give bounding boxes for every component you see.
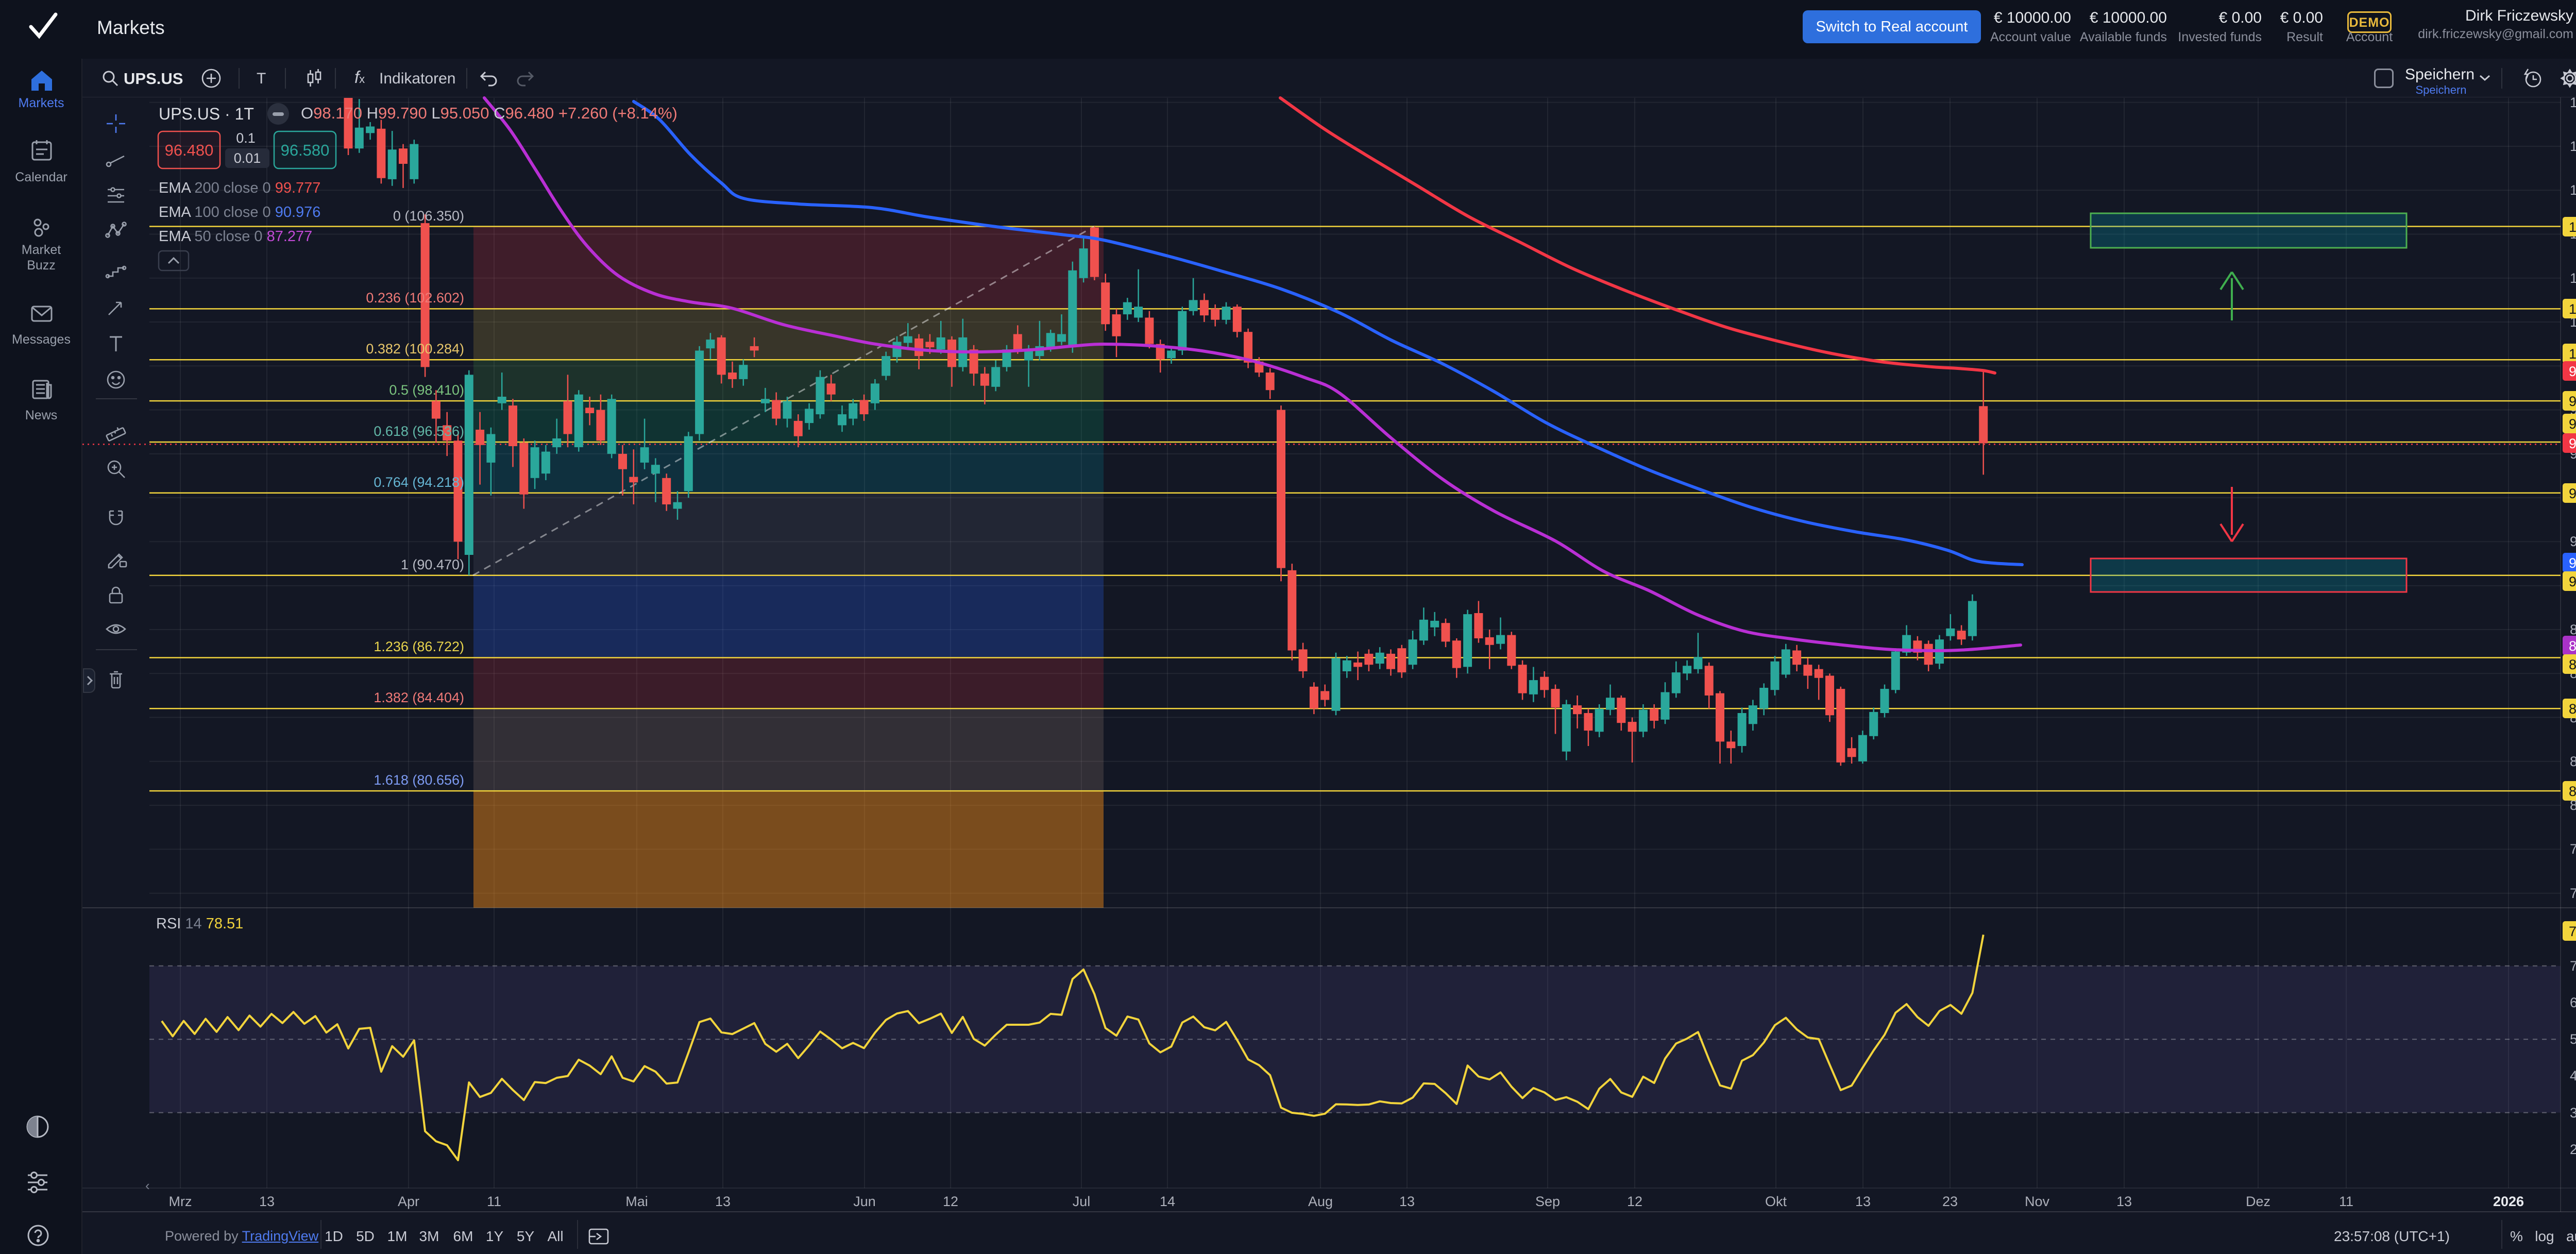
svg-text:EMA 100 close 0 90.976: EMA 100 close 0 90.976 [159, 204, 320, 221]
svg-text:76.000: 76.000 [2570, 886, 2576, 901]
svg-text:Dez: Dez [2246, 1194, 2270, 1209]
svg-text:99.777: 99.777 [2569, 364, 2576, 379]
svg-text:88.000: 88.000 [2570, 622, 2576, 637]
svg-text:112.000: 112.000 [2570, 95, 2576, 110]
svg-text:80.656: 80.656 [2569, 784, 2576, 799]
svg-text:80.000: 80.000 [2570, 798, 2576, 813]
svg-text:106.350: 106.350 [2569, 219, 2576, 235]
svg-text:0.1: 0.1 [236, 130, 256, 146]
svg-text:1 (90.470): 1 (90.470) [401, 557, 464, 572]
svg-text:13: 13 [715, 1194, 731, 1209]
svg-text:108.000: 108.000 [2570, 182, 2576, 198]
svg-text:0.5 (98.410): 0.5 (98.410) [389, 382, 464, 398]
svg-text:Sep: Sep [1535, 1194, 1560, 1209]
svg-text:12: 12 [943, 1194, 958, 1209]
svg-text:20.00: 20.00 [2570, 1142, 2576, 1157]
svg-text:78.51: 78.51 [2569, 924, 2576, 939]
svg-text:50.00: 50.00 [2570, 1031, 2576, 1047]
svg-text:30.00: 30.00 [2570, 1105, 2576, 1121]
svg-text:1.382 (84.404): 1.382 (84.404) [374, 690, 464, 705]
svg-text:Aug: Aug [1308, 1194, 1333, 1209]
svg-text:1.236 (86.722): 1.236 (86.722) [374, 639, 464, 654]
svg-text:40.00: 40.00 [2570, 1068, 2576, 1083]
svg-text:96.480: 96.480 [165, 141, 214, 159]
svg-text:13: 13 [1399, 1194, 1415, 1209]
svg-text:13: 13 [1855, 1194, 1871, 1209]
svg-text:13: 13 [259, 1194, 275, 1209]
svg-text:1.618 (80.656): 1.618 (80.656) [374, 772, 464, 788]
svg-text:0.236 (102.602): 0.236 (102.602) [366, 290, 464, 306]
svg-text:Mai: Mai [625, 1194, 648, 1209]
svg-text:90.470: 90.470 [2569, 574, 2576, 589]
svg-text:UPS.US · 1T: UPS.US · 1T [159, 105, 254, 123]
svg-text:Nov: Nov [2025, 1194, 2050, 1209]
svg-text:96.580: 96.580 [281, 141, 330, 159]
svg-text:70.00: 70.00 [2570, 958, 2576, 974]
svg-text:82.000: 82.000 [2570, 754, 2576, 769]
svg-text:‹: ‹ [145, 1178, 150, 1193]
svg-text:0.01: 0.01 [234, 150, 261, 166]
svg-text:Apr: Apr [398, 1194, 419, 1209]
svg-text:2026: 2026 [2493, 1194, 2524, 1209]
svg-text:87.277: 87.277 [2569, 638, 2576, 654]
svg-text:90.976: 90.976 [2569, 555, 2576, 571]
svg-text:94.218: 94.218 [2569, 486, 2576, 501]
svg-text:Okt: Okt [1765, 1194, 1787, 1209]
svg-text:60.00: 60.00 [2570, 995, 2576, 1010]
svg-text:104.000: 104.000 [2570, 270, 2576, 286]
svg-text:RSI 14 78.51: RSI 14 78.51 [156, 916, 243, 932]
svg-text:12: 12 [1627, 1194, 1642, 1209]
svg-text:98.410: 98.410 [2569, 394, 2576, 409]
svg-text:102.602: 102.602 [2569, 301, 2576, 317]
svg-text:14: 14 [1160, 1194, 1175, 1209]
svg-text:13: 13 [2116, 1194, 2132, 1209]
svg-text:92.000: 92.000 [2570, 534, 2576, 549]
svg-text:0.382 (100.284): 0.382 (100.284) [366, 341, 464, 357]
svg-text:23: 23 [1942, 1194, 1958, 1209]
svg-text:0.618 (96.536): 0.618 (96.536) [374, 423, 464, 439]
svg-text:0.764 (94.218): 0.764 (94.218) [374, 475, 464, 490]
svg-text:86.722: 86.722 [2569, 657, 2576, 672]
svg-text:100.284: 100.284 [2569, 346, 2576, 362]
svg-text:110.000: 110.000 [2570, 139, 2576, 154]
svg-text:EMA 50 close 0 87.277: EMA 50 close 0 87.277 [159, 228, 312, 245]
svg-text:96.480: 96.480 [2569, 436, 2576, 451]
svg-text:0 (106.350): 0 (106.350) [393, 208, 464, 224]
svg-text:Mrz: Mrz [169, 1194, 192, 1209]
svg-text:11: 11 [487, 1194, 501, 1209]
svg-text:78.000: 78.000 [2570, 841, 2576, 857]
svg-text:O98.170 H99.790 L95.050 C96.48: O98.170 H99.790 L95.050 C96.480 +7.260 (… [301, 104, 677, 122]
svg-text:96.536: 96.536 [2569, 416, 2576, 432]
svg-text:84.404: 84.404 [2569, 701, 2576, 717]
svg-text:Jun: Jun [853, 1194, 876, 1209]
svg-text:Jul: Jul [1073, 1194, 1091, 1209]
svg-text:11: 11 [2339, 1194, 2353, 1209]
svg-text:EMA 200 close 0 99.777: EMA 200 close 0 99.777 [159, 180, 320, 196]
